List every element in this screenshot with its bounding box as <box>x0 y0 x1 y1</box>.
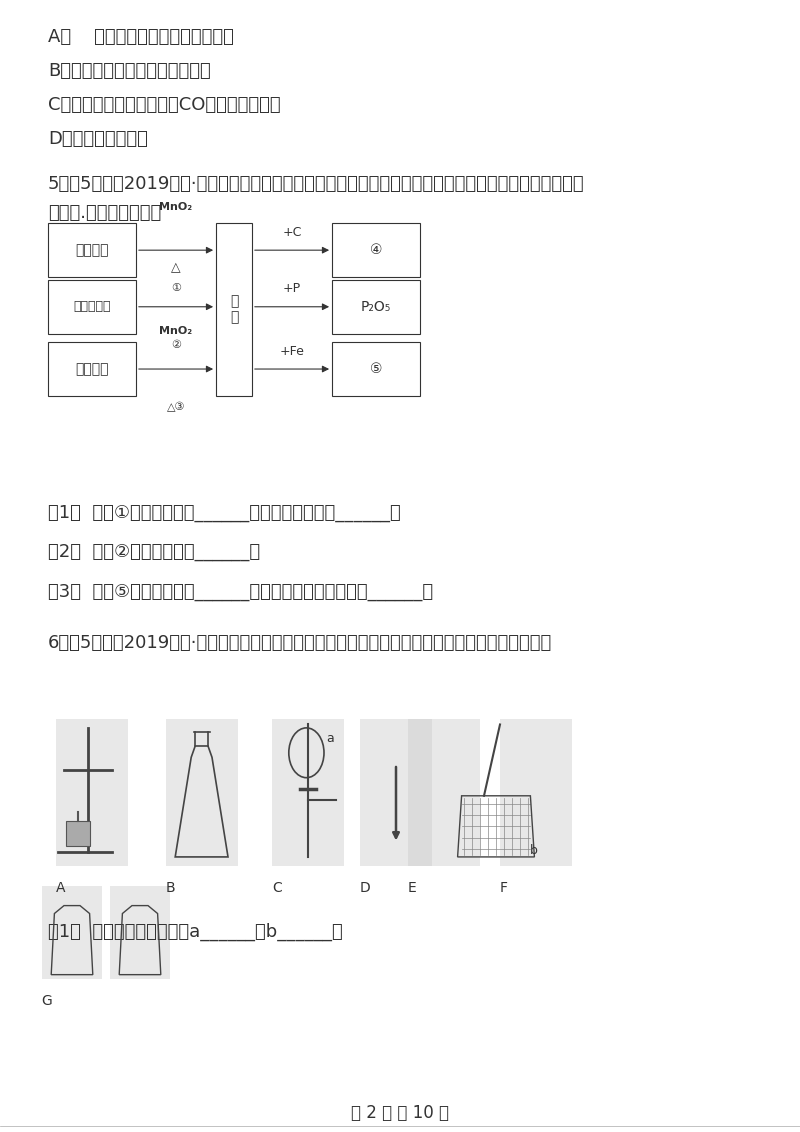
Text: ②: ② <box>171 340 181 350</box>
Text: +C: +C <box>282 226 302 239</box>
Text: b: b <box>530 844 538 857</box>
Text: D．反应尾气要处理: D．反应尾气要处理 <box>48 130 148 148</box>
FancyBboxPatch shape <box>66 821 90 846</box>
FancyBboxPatch shape <box>166 719 238 866</box>
Text: F: F <box>500 881 508 894</box>
Text: 5．（5分）（2019九上·顺德月考）如图是有关氧气的知识结构图（部分反应条件省略．参加反应的氧气为: 5．（5分）（2019九上·顺德月考）如图是有关氧气的知识结构图（部分反应条件省… <box>48 175 585 194</box>
FancyBboxPatch shape <box>56 719 128 866</box>
Text: ①: ① <box>171 283 181 293</box>
FancyBboxPatch shape <box>360 719 432 866</box>
FancyBboxPatch shape <box>48 280 136 334</box>
FancyBboxPatch shape <box>408 719 480 866</box>
Text: A．    先通入一氧化碳再加热氧化铜: A． 先通入一氧化碳再加热氧化铜 <box>48 28 234 46</box>
Text: （1）  反应①的符号表达式______，基本反应类型是______。: （1） 反应①的符号表达式______，基本反应类型是______。 <box>48 504 401 522</box>
Text: △③: △③ <box>166 402 186 412</box>
FancyBboxPatch shape <box>48 342 136 396</box>
FancyBboxPatch shape <box>332 280 420 334</box>
Text: D: D <box>360 881 370 894</box>
Text: 白色固体: 白色固体 <box>75 362 109 376</box>
FancyBboxPatch shape <box>500 719 572 866</box>
FancyBboxPatch shape <box>48 223 136 277</box>
Text: （3）  物质⑤的化学符号为______，反应产生的明显现象是______。: （3） 物质⑤的化学符号为______，反应产生的明显现象是______。 <box>48 583 433 601</box>
Text: MnO₂: MnO₂ <box>159 201 193 212</box>
Text: 6．（5分）（2019九上·简阳期末）某学习小组利用如图仪器或装置进行气体制备，回答有关问题：: 6．（5分）（2019九上·简阳期末）某学习小组利用如图仪器或装置进行气体制备，… <box>48 634 552 652</box>
Text: MnO₂: MnO₂ <box>159 326 193 336</box>
Text: E: E <box>408 881 417 894</box>
Text: 无色液体: 无色液体 <box>75 243 109 257</box>
Text: （2）  反应②的符号表达式______。: （2） 反应②的符号表达式______。 <box>48 543 260 561</box>
Text: 第 2 页 共 10 页: 第 2 页 共 10 页 <box>351 1104 449 1122</box>
Text: △: △ <box>171 261 181 274</box>
FancyBboxPatch shape <box>216 223 252 396</box>
FancyBboxPatch shape <box>332 223 420 277</box>
FancyBboxPatch shape <box>42 886 102 979</box>
Text: G: G <box>42 994 52 1007</box>
Text: 氧
气: 氧 气 <box>230 294 238 325</box>
Text: B: B <box>166 881 175 894</box>
Text: （1）  写出标号仪器的名称a______，b______。: （1） 写出标号仪器的名称a______，b______。 <box>48 923 342 941</box>
Text: ④: ④ <box>370 243 382 257</box>
Text: a: a <box>326 732 334 745</box>
Text: 足量）.请回答下列问题: 足量）.请回答下列问题 <box>48 204 162 222</box>
Text: +P: +P <box>283 283 301 295</box>
Text: ⑤: ⑤ <box>370 362 382 376</box>
Text: C: C <box>272 881 282 894</box>
Text: C．反应结束，先停止通入CO，再熄灭酒精灯: C．反应结束，先停止通入CO，再熄灭酒精灯 <box>48 96 281 114</box>
Text: B．先加热氧化铜再通入一氧化碳: B．先加热氧化铜再通入一氧化碳 <box>48 62 210 80</box>
Text: +Fe: +Fe <box>279 345 305 358</box>
FancyBboxPatch shape <box>332 342 420 396</box>
FancyBboxPatch shape <box>272 719 344 866</box>
Text: P₂O₅: P₂O₅ <box>361 300 391 314</box>
FancyBboxPatch shape <box>110 886 170 979</box>
Text: 暗紫色固体: 暗紫色固体 <box>74 300 110 314</box>
Text: A: A <box>56 881 66 894</box>
